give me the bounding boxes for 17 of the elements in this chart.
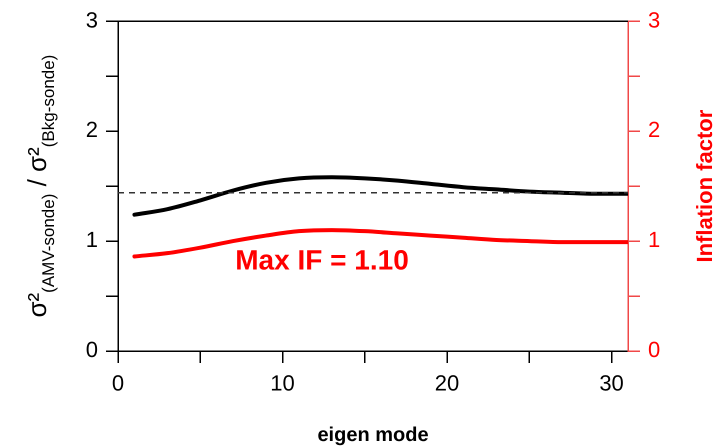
annotation: Max IF = 1.10 (235, 244, 409, 276)
y2-tick-label: 3 (648, 7, 660, 32)
x-tick-label: 30 (599, 370, 624, 396)
y2-tick-label: 0 (648, 337, 660, 362)
y-tick-label: 0 (86, 337, 98, 362)
y2-tick-label: 1 (648, 227, 660, 252)
x-tick-label: 20 (434, 370, 460, 396)
y-tick-label: 2 (86, 117, 98, 142)
y-axis-title: σ²(AMV-sonde) / σ²(Bkg-sonde) (22, 54, 58, 318)
y-tick-label: 3 (86, 7, 98, 32)
y2-tick-label: 2 (648, 117, 660, 142)
line-series (132, 175, 628, 217)
y2-axis-title: Inflation factor (692, 109, 718, 262)
x-tick-label: 0 (112, 370, 124, 396)
x-tick-label: 10 (270, 370, 295, 396)
y-tick-label: 1 (86, 227, 98, 252)
x-axis-title: eigen mode (317, 424, 429, 446)
